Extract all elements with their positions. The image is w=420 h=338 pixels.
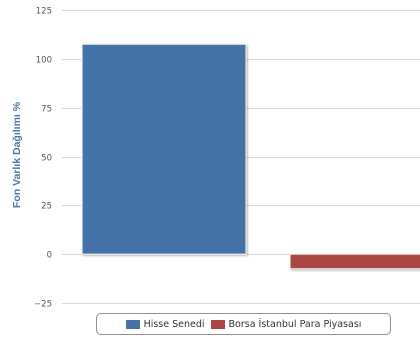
bar-hisse-senedi[interactable] [81,43,247,255]
y-axis-ticks: −25 0 25 50 75 100 125 [34,7,52,310]
legend-swatch [210,319,225,329]
y-tick-label: 100 [36,56,52,66]
bar-borsa-istanbul-para-piyasasi[interactable] [289,253,420,270]
y-tick-label: −25 [34,300,52,310]
y-tick-label: 75 [41,105,52,115]
legend-label: Borsa İstanbul Para Piyasası [228,318,362,330]
legend-item[interactable]: Borsa İstanbul Para Piyasası [210,318,362,330]
legend-item[interactable]: Hisse Senedi [125,318,205,330]
y-tick-label: 25 [41,202,52,212]
legend-swatch [125,319,140,329]
legend-label: Hisse Senedi [143,318,205,330]
legend: Hisse Senedi Borsa İstanbul Para Piyasası [96,313,391,335]
y-tick-label: 50 [41,154,52,164]
y-axis-label: Fon Varlık Dağılımı % [11,101,23,208]
y-tick-label: 125 [36,7,52,17]
bars [81,43,420,270]
y-tick-label: 0 [47,251,52,261]
